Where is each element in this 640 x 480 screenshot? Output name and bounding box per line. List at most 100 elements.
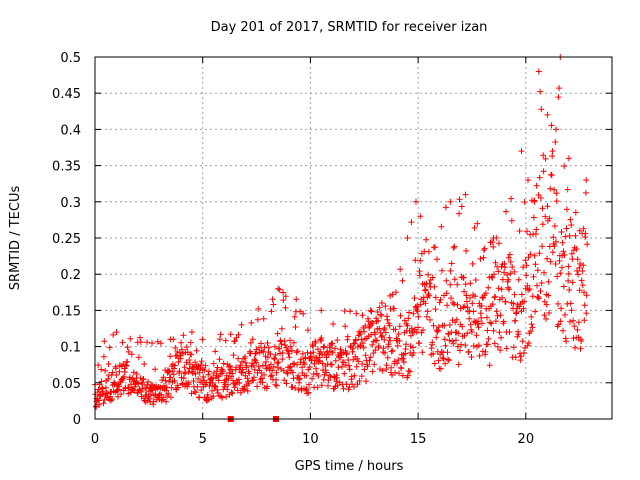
data-point (461, 303, 468, 310)
data-point (438, 223, 445, 230)
data-point (168, 384, 175, 391)
data-point (149, 340, 155, 347)
data-point (198, 358, 205, 365)
data-point (562, 233, 569, 240)
data-point (280, 297, 287, 304)
peak-point (188, 329, 195, 336)
data-point (306, 381, 312, 388)
peak-point (525, 177, 531, 184)
data-point (444, 349, 451, 356)
data-point (176, 368, 183, 375)
data-point (394, 360, 401, 367)
data-point (410, 349, 417, 356)
data-point (216, 336, 223, 343)
data-point (479, 320, 485, 327)
data-point (110, 331, 117, 338)
data-point (262, 362, 269, 369)
data-point (237, 389, 244, 396)
data-point (441, 322, 448, 329)
data-point (429, 339, 436, 346)
data-point (274, 330, 281, 337)
data-point (334, 375, 340, 381)
data-point (521, 298, 528, 305)
data-point (532, 308, 539, 315)
data-point (141, 361, 148, 368)
data-point (545, 292, 552, 299)
data-point (177, 355, 184, 362)
data-point (492, 318, 499, 325)
data-point (116, 368, 123, 375)
data-point (241, 386, 248, 393)
data-point (133, 371, 140, 377)
data-point (225, 381, 231, 388)
data-point (304, 349, 311, 356)
data-point (410, 344, 416, 351)
data-point (259, 379, 266, 386)
data-point (388, 364, 395, 371)
data-point (160, 394, 167, 401)
data-point (533, 182, 540, 189)
data-point (497, 347, 504, 354)
data-point (563, 206, 570, 213)
data-point (462, 281, 469, 288)
data-point (501, 264, 508, 271)
data-point (195, 375, 202, 382)
data-point (496, 240, 502, 247)
data-point (276, 345, 283, 352)
data-point (539, 243, 546, 250)
x-tick-label: 5 (199, 432, 207, 447)
data-point (458, 203, 465, 210)
data-point (261, 371, 268, 378)
data-point (545, 278, 552, 285)
data-point (507, 258, 514, 265)
x-tick-label: 20 (518, 432, 535, 447)
data-point (519, 338, 526, 345)
data-point (422, 286, 429, 293)
data-point (448, 295, 454, 302)
data-point (124, 358, 131, 365)
data-point (293, 349, 300, 356)
peak-point (113, 329, 120, 336)
data-point (478, 314, 485, 321)
data-point (561, 252, 568, 258)
data-point (392, 289, 399, 296)
data-point (189, 370, 196, 376)
data-point (511, 291, 518, 298)
data-point (549, 148, 556, 155)
data-point (582, 230, 589, 237)
data-point (314, 384, 321, 391)
data-point (454, 343, 461, 350)
data-point (363, 378, 369, 385)
data-point (477, 255, 484, 262)
data-point (292, 324, 299, 330)
data-point (282, 304, 289, 311)
data-point (524, 282, 531, 289)
data-point (183, 344, 190, 351)
data-point (531, 252, 538, 259)
y-axis-label: SRMTID / TECUs (8, 186, 23, 291)
data-point (192, 371, 199, 377)
data-point (383, 362, 390, 369)
data-point (472, 277, 479, 283)
data-point (577, 260, 584, 267)
data-point (472, 293, 478, 300)
data-point (551, 223, 558, 229)
data-point (175, 384, 181, 391)
data-point (558, 264, 565, 271)
data-point (351, 383, 357, 390)
data-point (372, 331, 378, 338)
data-point (560, 248, 567, 255)
data-point (571, 323, 578, 330)
data-point (443, 277, 450, 284)
data-point (566, 232, 573, 239)
data-point (269, 296, 276, 303)
data-point (431, 283, 438, 290)
data-point (547, 258, 554, 265)
data-point (289, 384, 296, 391)
data-point (572, 209, 579, 216)
data-point (94, 389, 101, 396)
data-point (484, 314, 490, 321)
data-point (446, 322, 453, 328)
data-point (539, 205, 546, 212)
data-point (216, 356, 223, 363)
